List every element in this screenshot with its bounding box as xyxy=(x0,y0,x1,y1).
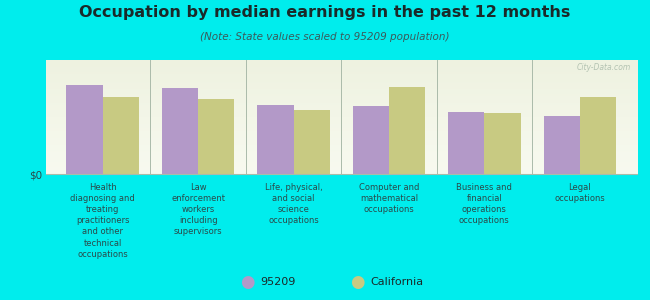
Bar xyxy=(580,97,616,174)
Text: Business and
financial
operations
occupations: Business and financial operations occupa… xyxy=(456,183,512,225)
Bar xyxy=(353,106,389,174)
Text: (Note: State values scaled to 95209 population): (Note: State values scaled to 95209 popu… xyxy=(200,32,450,41)
Text: California: California xyxy=(370,277,424,287)
Bar xyxy=(389,87,425,174)
Text: Occupation by median earnings in the past 12 months: Occupation by median earnings in the pas… xyxy=(79,4,571,20)
Text: Health
diagnosing and
treating
practitioners
and other
technical
occupations: Health diagnosing and treating practitio… xyxy=(70,183,135,259)
Text: Computer and
mathematical
occupations: Computer and mathematical occupations xyxy=(359,183,419,214)
Text: Life, physical,
and social
science
occupations: Life, physical, and social science occup… xyxy=(265,183,322,225)
Text: City-Data.com: City-Data.com xyxy=(577,63,631,72)
Text: Legal
occupations: Legal occupations xyxy=(554,183,605,203)
Bar xyxy=(257,104,294,174)
Bar xyxy=(198,99,235,174)
Text: ●: ● xyxy=(240,273,254,291)
Bar xyxy=(103,97,139,174)
Bar xyxy=(294,110,330,174)
Bar xyxy=(448,112,484,174)
Text: Law
enforcement
workers
including
supervisors: Law enforcement workers including superv… xyxy=(171,183,225,236)
Bar xyxy=(543,116,580,174)
Bar xyxy=(66,85,103,174)
Bar xyxy=(162,88,198,174)
Bar xyxy=(484,113,521,174)
Text: ●: ● xyxy=(350,273,365,291)
Text: 95209: 95209 xyxy=(260,277,295,287)
